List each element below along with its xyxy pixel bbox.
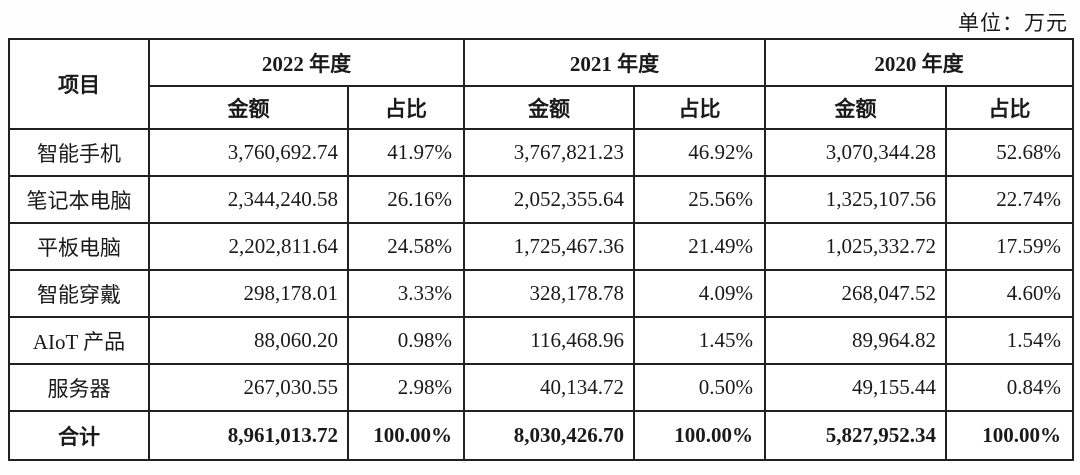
cell-amount: 88,060.20 <box>148 316 349 365</box>
row-item-label: 智能穿戴 <box>8 269 150 318</box>
cell-ratio: 4.09% <box>633 269 766 318</box>
header-year-row: 项目 2022 年度 2021 年度 2020 年度 <box>8 38 1074 130</box>
cell-amount: 2,344,240.58 <box>148 175 349 224</box>
header-amount-2021: 金额 <box>463 85 635 130</box>
cell-amount: 3,767,821.23 <box>463 128 635 177</box>
table-row-server: 服务器 267,030.55 2.98% 40,134.72 0.50% 49,… <box>8 363 1074 412</box>
cell-amount: 3,070,344.28 <box>764 128 947 177</box>
header-ratio-2020: 占比 <box>945 85 1074 130</box>
cell-amount: 267,030.55 <box>148 363 349 412</box>
cell-amount: 268,047.52 <box>764 269 947 318</box>
cell-amount: 328,178.78 <box>463 269 635 318</box>
cell-ratio: 25.56% <box>633 175 766 224</box>
cell-amount: 116,468.96 <box>463 316 635 365</box>
cell-ratio: 1.54% <box>945 316 1074 365</box>
total-ratio: 100.00% <box>945 410 1074 461</box>
cell-ratio: 46.92% <box>633 128 766 177</box>
table-row-aiot: AIoT 产品 88,060.20 0.98% 116,468.96 1.45%… <box>8 316 1074 365</box>
cell-amount: 2,052,355.64 <box>463 175 635 224</box>
header-sub-row: 金额 占比 金额 占比 金额 占比 <box>9 85 1074 130</box>
table-row-laptop: 笔记本电脑 2,344,240.58 26.16% 2,052,355.64 2… <box>8 175 1074 224</box>
revenue-breakdown-table: 项目 2022 年度 2021 年度 2020 年度 金额 占比 金额 占比 金… <box>8 38 1074 461</box>
cell-amount: 2,202,811.64 <box>148 222 349 271</box>
unit-label: 单位：万元 <box>958 11 1068 35</box>
cell-amount: 1,325,107.56 <box>764 175 947 224</box>
header-amount-2022: 金额 <box>148 85 349 130</box>
cell-ratio: 26.16% <box>347 175 465 224</box>
cell-ratio: 2.98% <box>347 363 465 412</box>
cell-ratio: 22.74% <box>945 175 1074 224</box>
row-item-label: 平板电脑 <box>8 222 150 271</box>
row-item-label: 笔记本电脑 <box>8 175 150 224</box>
total-ratio: 100.00% <box>633 410 766 461</box>
total-row: 合计 8,961,013.72 100.00% 8,030,426.70 100… <box>8 410 1074 461</box>
cell-ratio: 24.58% <box>347 222 465 271</box>
total-amount: 8,030,426.70 <box>463 410 635 461</box>
header-year-2020: 2020 年度 <box>764 38 1074 87</box>
row-item-label: 服务器 <box>8 363 150 412</box>
total-amount: 8,961,013.72 <box>148 410 349 461</box>
cell-ratio: 52.68% <box>945 128 1074 177</box>
cell-ratio: 41.97% <box>347 128 465 177</box>
cell-ratio: 1.45% <box>633 316 766 365</box>
table-row-tablet: 平板电脑 2,202,811.64 24.58% 1,725,467.36 21… <box>8 222 1074 271</box>
cell-ratio: 0.84% <box>945 363 1074 412</box>
row-item-label: AIoT 产品 <box>8 316 150 365</box>
cell-amount: 1,025,332.72 <box>764 222 947 271</box>
header-year-2021: 2021 年度 <box>463 38 766 87</box>
header-year-2022: 2022 年度 <box>148 38 465 87</box>
header-item: 项目 <box>8 38 150 130</box>
total-amount: 5,827,952.34 <box>764 410 947 461</box>
cell-amount: 1,725,467.36 <box>463 222 635 271</box>
cell-amount: 298,178.01 <box>148 269 349 318</box>
header-ratio-2021: 占比 <box>633 85 766 130</box>
header-ratio-2022: 占比 <box>347 85 465 130</box>
header-amount-2020: 金额 <box>764 85 947 130</box>
cell-amount: 49,155.44 <box>764 363 947 412</box>
cell-ratio: 4.60% <box>945 269 1074 318</box>
cell-amount: 40,134.72 <box>463 363 635 412</box>
cell-ratio: 0.50% <box>633 363 766 412</box>
cell-amount: 3,760,692.74 <box>148 128 349 177</box>
row-item-label: 智能手机 <box>8 128 150 177</box>
cell-ratio: 3.33% <box>347 269 465 318</box>
total-label: 合计 <box>8 410 150 461</box>
table-row-wearables: 智能穿戴 298,178.01 3.33% 328,178.78 4.09% 2… <box>8 269 1074 318</box>
total-ratio: 100.00% <box>347 410 465 461</box>
cell-amount: 89,964.82 <box>764 316 947 365</box>
table-row-smartphone: 智能手机 3,760,692.74 41.97% 3,767,821.23 46… <box>8 128 1074 177</box>
cell-ratio: 0.98% <box>347 316 465 365</box>
cell-ratio: 17.59% <box>945 222 1074 271</box>
cell-ratio: 21.49% <box>633 222 766 271</box>
